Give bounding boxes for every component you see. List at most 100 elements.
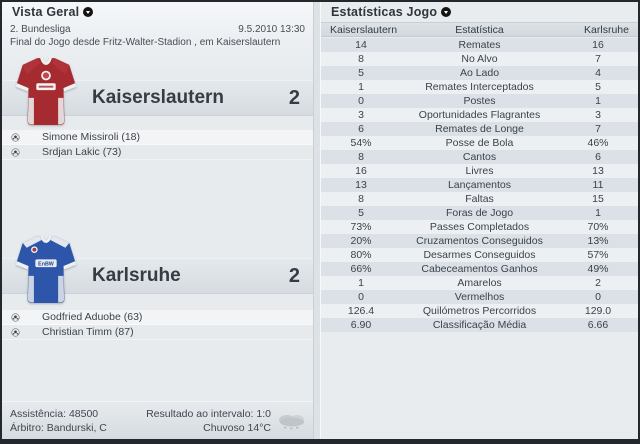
stat-label: Ao Lado	[459, 67, 500, 79]
stat-row: 5 Foras de Jogo 1	[321, 206, 638, 220]
half-time-label: Resultado ao intervalo: 1:0	[146, 408, 271, 420]
home-stat-value: 8	[358, 193, 364, 205]
away-stat-value: 7	[595, 123, 601, 135]
stat-label: Amarelos	[457, 277, 502, 289]
scorer-row: Godfried Aduobe (63)	[2, 310, 313, 325]
stat-row: 0 Postes 1	[321, 94, 638, 108]
window-body: Vista Geral 2. Bundesliga 9.5.2010 13:30…	[2, 2, 638, 439]
football-icon	[11, 327, 20, 337]
home-stat-value: 126.4	[347, 305, 375, 317]
away-scorers-list: Godfried Aduobe (63) Christian Timm (87)	[2, 310, 313, 340]
stat-row: 73% Passes Completados 70%	[321, 220, 638, 234]
stat-label: Vermelhos	[454, 291, 505, 303]
home-stat-value: 3	[358, 109, 364, 121]
football-icon	[11, 312, 20, 322]
stat-label: Oportunidades Flagrantes	[418, 109, 541, 121]
stat-row: 1 Amarelos 2	[321, 276, 638, 290]
stats-table-header: Kaiserslautern Estatística Karlsruhe	[321, 22, 638, 37]
stat-label: Postes	[463, 95, 496, 107]
home-team-section: Kaiserslautern 2	[2, 56, 313, 130]
stat-label: Passes Completados	[429, 221, 530, 233]
home-stat-value: 20%	[350, 235, 372, 247]
stat-label: Remates Interceptados	[425, 81, 534, 93]
attendance-label: Assistência: 48500	[10, 408, 99, 420]
stat-label: Lançamentos	[447, 179, 512, 191]
stat-label: Quilómetros Percorridos	[422, 305, 537, 317]
home-stat-value: 5	[358, 207, 364, 219]
match-description: Final do Jogo desde Fritz-Walter-Stadion…	[10, 37, 281, 48]
stat-row: 66% Cabeceamentos Ganhos 49%	[321, 262, 638, 276]
home-stat-value: 13	[355, 179, 367, 191]
stat-row: 5 Ao Lado 4	[321, 66, 638, 80]
stat-row: 13 Lançamentos 11	[321, 178, 638, 192]
stat-row: 0 Vermelhos 0	[321, 290, 638, 304]
footer-left-block: Assistência: 48500 Árbitro: Bandurski, C	[10, 407, 107, 435]
scorer-name: Godfried Aduobe (63)	[42, 311, 143, 323]
stats-table-body: 14 Remates 16 8 No Alvo 7 5 Ao Lado 4 1 Remates In…	[321, 38, 638, 332]
stat-label: Posse de Bola	[445, 137, 514, 149]
overview-panel: Vista Geral 2. Bundesliga 9.5.2010 13:30…	[2, 2, 314, 439]
away-shirt-icon: EnBW	[15, 235, 77, 303]
home-stat-value: 1	[358, 81, 364, 93]
stat-label: Remates de Longe	[435, 123, 524, 135]
stat-label: Livres	[465, 165, 494, 177]
stat-row: 6 Remates de Longe 7	[321, 122, 638, 136]
away-stat-value: 57%	[587, 249, 609, 261]
stat-label: Classificação Média	[432, 319, 527, 331]
football-icon	[11, 132, 20, 142]
away-stat-value: 49%	[587, 263, 609, 275]
away-stat-value: 129.0	[584, 305, 612, 317]
away-stat-value: 4	[595, 67, 601, 79]
stat-row: 3 Oportunidades Flagrantes 3	[321, 108, 638, 122]
scorer-name: Christian Timm (87)	[42, 326, 134, 338]
home-stat-value: 6	[358, 123, 364, 135]
home-stat-value: 73%	[350, 221, 372, 233]
stat-label: Cabeceamentos Ganhos	[421, 263, 538, 275]
away-stat-value: 70%	[587, 221, 609, 233]
home-stat-value: 66%	[350, 263, 372, 275]
overview-title-bar[interactable]: Vista Geral	[12, 4, 94, 20]
scorer-row: Christian Timm (87)	[2, 325, 313, 340]
stat-label: Cruzamentos Conseguidos	[416, 235, 543, 247]
home-stat-value: 80%	[350, 249, 372, 261]
stat-row: 8 Cantos 6	[321, 150, 638, 164]
referee-label: Árbitro: Bandurski, C	[10, 422, 107, 434]
header-away-team: Karlsruhe	[584, 23, 629, 36]
match-datetime: 9.5.2010 13:30	[238, 24, 305, 35]
stat-row: 6.90 Classificação Média 6.66	[321, 318, 638, 332]
home-stat-value: 5	[358, 67, 364, 79]
away-stat-value: 46%	[587, 137, 609, 149]
away-stat-value: 13%	[587, 235, 609, 247]
match-info-row: 2. Bundesliga 9.5.2010 13:30	[10, 24, 305, 35]
competition-label: 2. Bundesliga	[10, 24, 71, 35]
away-stat-value: 6.66	[587, 319, 609, 331]
stat-row: 8 Faltas 15	[321, 192, 638, 206]
scorer-row: Srdjan Lakic (73)	[2, 145, 313, 160]
away-stat-value: 6	[595, 151, 601, 163]
stat-row: 1 Remates Interceptados 5	[321, 80, 638, 94]
weather-label: Chuvoso 14°C	[203, 422, 271, 434]
home-shirt-icon	[15, 57, 77, 125]
dropdown-icon[interactable]	[83, 7, 94, 17]
stat-label: Remates	[458, 39, 501, 51]
scorer-name: Srdjan Lakic (73)	[42, 146, 122, 158]
away-team-section: EnBW Karlsruhe 2	[2, 234, 313, 308]
home-stat-value: 8	[358, 151, 364, 163]
stat-row: 54% Posse de Bola 46%	[321, 136, 638, 150]
away-team-name[interactable]: Karlsruhe	[92, 265, 181, 286]
stat-row: 16 Livres 13	[321, 164, 638, 178]
home-team-name[interactable]: Kaiserslautern	[92, 87, 225, 108]
stat-row: 14 Remates 16	[321, 38, 638, 52]
away-stat-value: 15	[592, 193, 604, 205]
stat-label: Cantos	[462, 151, 497, 163]
stats-title: Estatísticas Jogo	[331, 5, 438, 19]
home-stat-value: 0	[358, 291, 364, 303]
away-team-score: 2	[288, 265, 300, 287]
home-stat-value: 0	[358, 95, 364, 107]
stats-title-bar[interactable]: Estatísticas Jogo	[331, 4, 452, 20]
away-shirt-sponsor: EnBW	[38, 261, 55, 267]
away-stat-value: 5	[595, 81, 601, 93]
stat-row: 126.4 Quilómetros Percorridos 129.0	[321, 304, 638, 318]
dropdown-icon[interactable]	[441, 7, 452, 17]
